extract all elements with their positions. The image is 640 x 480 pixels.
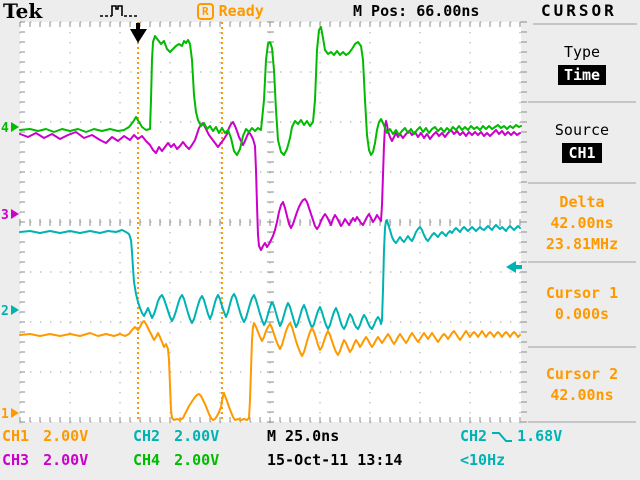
ch4-scale: 2.00V <box>174 451 220 469</box>
ch3-ground-marker-label: 3 <box>1 208 9 223</box>
ch4-scale-readout: CH4 2.00V <box>133 451 219 469</box>
menu-separator <box>528 421 636 423</box>
cursor1-readout: 0.000s <box>554 305 610 323</box>
menu-item-delta[interactable]: Delta 42.00ns 23.81MHz <box>527 186 637 260</box>
trigger-level: 1.68V <box>517 427 563 445</box>
horizontal-position-readout: M Pos: 66.00ns <box>353 2 480 20</box>
ch4-ground-marker-arrow <box>11 122 19 132</box>
trigger-source-label: CH2 <box>460 427 488 445</box>
menu-separator <box>528 261 636 263</box>
ch2-scale: 2.00V <box>174 427 220 445</box>
ch2-scale-readout: CH2 2.00V <box>133 427 219 445</box>
menu-title: CURSOR <box>541 1 617 20</box>
menu-item-label: Type <box>563 43 601 61</box>
falling-edge-icon <box>492 431 513 442</box>
trigger-r-icon: R <box>197 2 214 20</box>
menu-item-cursor1[interactable]: Cursor 1 0.000s <box>527 264 637 344</box>
trigger-type-icon <box>100 5 137 17</box>
cursor2-readout: 42.00ns <box>550 386 614 404</box>
graticule-area <box>20 22 521 422</box>
menu-item-cursor2[interactable]: Cursor 2 42.00ns <box>527 350 637 420</box>
ch1-ground-marker-arrow <box>11 408 19 418</box>
ch2-label: CH2 <box>133 427 161 445</box>
acquisition-status: R Ready <box>197 2 264 20</box>
datetime-readout: 15-Oct-11 13:14 <box>267 451 403 469</box>
ch4-ground-marker-label: 4 <box>1 121 9 136</box>
ch3-scale: 2.00V <box>43 451 89 469</box>
menu-title-underline <box>533 23 637 25</box>
menu-separator <box>528 101 636 103</box>
menu-item-type[interactable]: Type Time <box>527 28 637 100</box>
delta-freq-readout: 23.81MHz <box>545 234 619 253</box>
trigger-readout: CH2 1.68V <box>460 427 562 445</box>
ch4-label: CH4 <box>133 451 161 469</box>
ch2-ground-marker-label: 2 <box>1 304 9 319</box>
trigger-frequency-readout: <10Hz <box>460 451 506 469</box>
menu-item-source[interactable]: Source CH1 <box>527 104 637 180</box>
menu-item-value: Time <box>557 65 607 85</box>
ch1-label: CH1 <box>2 427 30 445</box>
ch2-ground-marker-arrow <box>11 305 19 315</box>
acquisition-status-label: Ready <box>218 2 264 20</box>
ch1-scale: 2.00V <box>43 427 89 445</box>
menu-separator <box>528 346 636 348</box>
delta-time-readout: 42.00ns <box>550 213 614 232</box>
menu-item-label: Cursor 2 <box>545 365 619 383</box>
ch1-ground-marker-label: 1 <box>1 407 9 422</box>
ch1-scale-readout: CH1 2.00V <box>2 427 88 445</box>
ch3-ground-marker-arrow <box>11 209 19 219</box>
tek-logo: Tek <box>3 0 43 23</box>
menu-item-value: CH1 <box>562 143 602 163</box>
menu-item-label: Delta <box>559 192 605 211</box>
timebase-readout: M 25.0ns <box>267 427 340 445</box>
ch3-scale-readout: CH3 2.00V <box>2 451 88 469</box>
menu-item-label: Source <box>554 121 610 139</box>
menu-separator <box>528 182 636 184</box>
ch3-label: CH3 <box>2 451 30 469</box>
menu-item-label: Cursor 1 <box>545 284 619 302</box>
